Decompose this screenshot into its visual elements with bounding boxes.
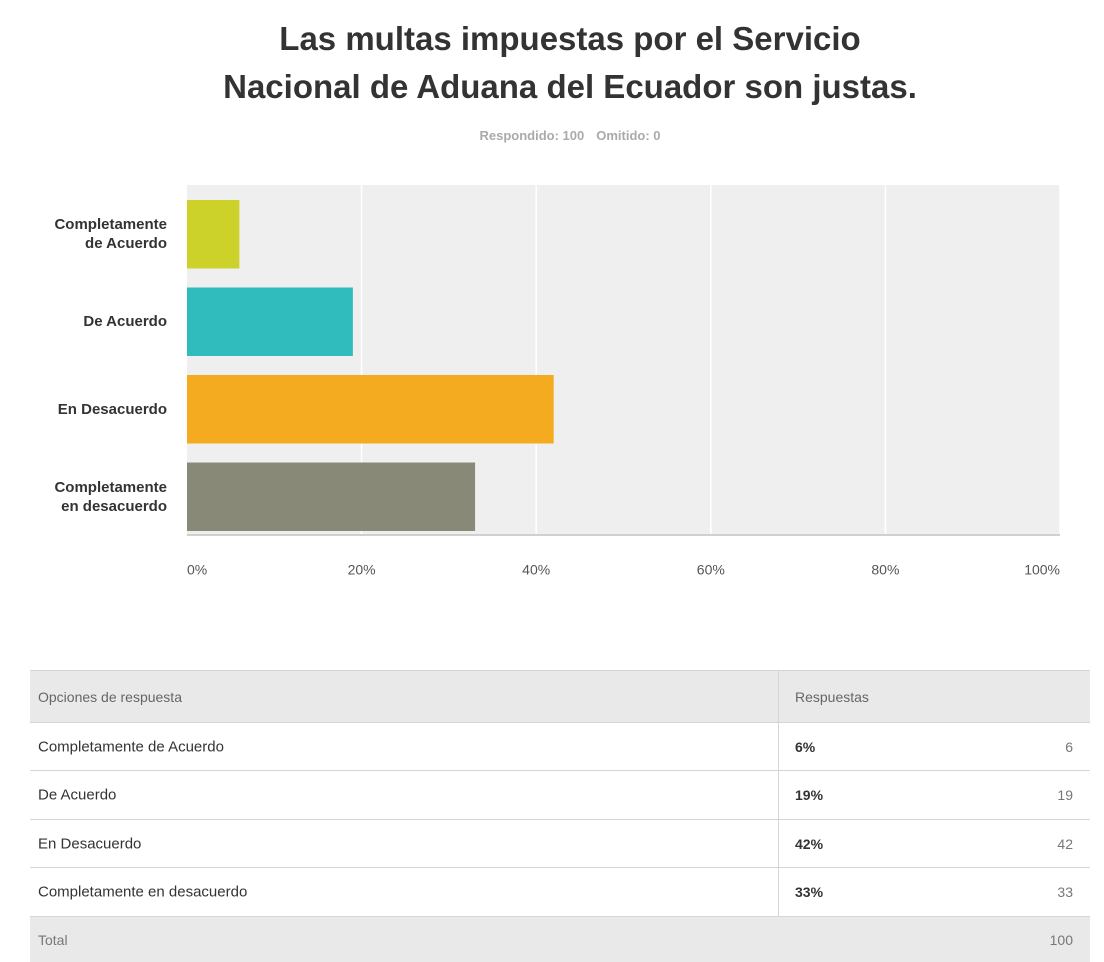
x-tick-label: 0% xyxy=(187,562,207,578)
percent-cell: 33% xyxy=(795,884,824,900)
bar xyxy=(187,200,240,269)
y-tick-text: Completamente en desacuerdo xyxy=(54,478,167,515)
option-cell: Completamente de Acuerdo xyxy=(38,738,224,755)
table-row: De Acuerdo 19% 19 xyxy=(30,771,1090,820)
total-label: Total xyxy=(38,931,68,948)
y-tick-label: De Acuerdo xyxy=(0,303,167,341)
header-cell: Opciones de respuesta xyxy=(38,688,182,705)
x-tick-label: 20% xyxy=(348,562,376,578)
count-cell: 42 xyxy=(1057,835,1073,852)
x-tick-label: 80% xyxy=(871,562,899,578)
y-tick-label: Completamente de Acuerdo xyxy=(0,215,167,253)
percent-cell: 42% xyxy=(795,835,824,852)
chart: 0% 20% 40% 60% 80% 100% xyxy=(187,185,1061,578)
bar xyxy=(187,462,476,531)
count-cell: 33 xyxy=(1057,884,1073,900)
chart-title: Las multas impuestas por el Servicio xyxy=(279,20,861,57)
table-row: Completamente en desacuerdo 33% 33 xyxy=(30,868,1090,917)
count-cell: 19 xyxy=(1057,787,1073,803)
y-tick-label: Completamente en desacuerdo xyxy=(0,478,167,516)
column-separator xyxy=(778,671,779,722)
x-tick-label: 100% xyxy=(1024,562,1060,578)
column-separator xyxy=(778,723,779,770)
option-cell: En Desacuerdo xyxy=(38,835,142,852)
column-separator xyxy=(778,868,779,916)
answered: Respondido: 100 xyxy=(479,128,585,143)
header-cell: Respuestas xyxy=(795,688,869,705)
x-tick-label: 60% xyxy=(697,562,725,578)
percent-cell: 19% xyxy=(795,787,824,803)
table-row: Completamente de Acuerdo 6% 6 xyxy=(30,723,1090,771)
y-tick-label: En Desacuerdo xyxy=(0,390,167,428)
count-cell: 6 xyxy=(1065,738,1073,755)
skipped: Omitido: 0 xyxy=(596,128,661,143)
y-tick-text: Completamente de Acuerdo xyxy=(54,216,167,253)
column-separator xyxy=(778,771,779,819)
x-tick-label: 40% xyxy=(522,562,550,578)
option-cell: Completamente en desacuerdo xyxy=(38,883,248,901)
percent-cell: 6% xyxy=(795,738,816,755)
table-row: En Desacuerdo 42% 42 xyxy=(30,820,1090,868)
table-row: Total 100 xyxy=(30,917,1090,962)
table-row: Opciones de respuesta Respuestas xyxy=(30,670,1090,723)
total-count: 100 xyxy=(1049,931,1073,948)
y-tick-text: De Acuerdo xyxy=(83,313,167,331)
summary: Respondido: 100 Omitido: 0 xyxy=(0,128,1104,143)
bar xyxy=(187,287,353,356)
chart-title: Nacional de Aduana del Ecuador son justa… xyxy=(223,68,917,105)
option-cell: De Acuerdo xyxy=(38,786,117,804)
column-separator xyxy=(778,820,779,867)
bar xyxy=(187,375,554,444)
y-tick-text: En Desacuerdo xyxy=(57,400,167,418)
